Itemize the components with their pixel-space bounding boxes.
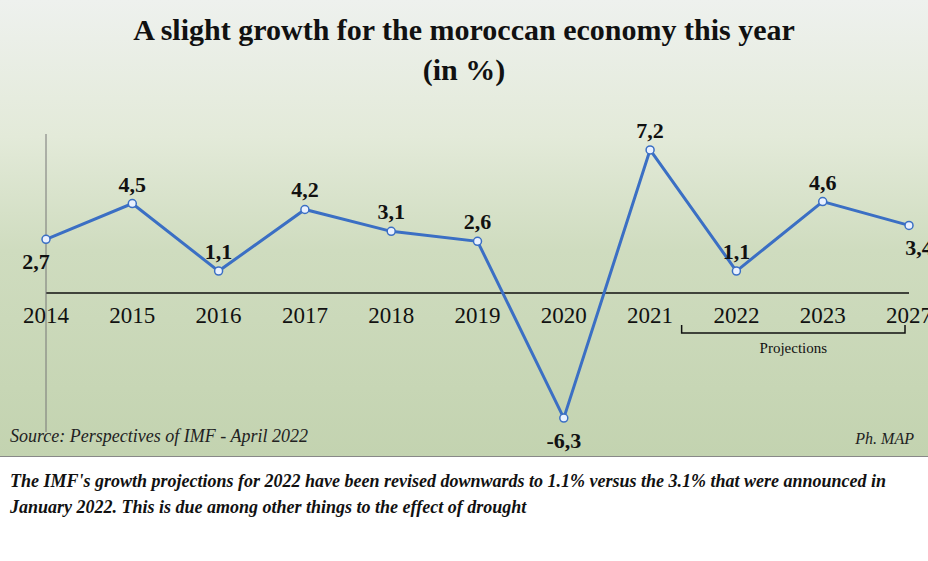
svg-text:3,4: 3,4 <box>905 235 928 260</box>
svg-text:3,1: 3,1 <box>377 199 405 224</box>
html-text:A slight growth for the morocc: A slight growth for the moroccan economy… <box>133 13 795 46</box>
svg-text:2,6: 2,6 <box>464 209 492 234</box>
svg-text:2015: 2015 <box>109 303 155 328</box>
html-text:Ph. MAP: Ph. MAP <box>855 430 914 447</box>
svg-text:4,5: 4,5 <box>119 172 147 197</box>
svg-text:-6,3: -6,3 <box>546 428 581 453</box>
svg-text:4,6: 4,6 <box>809 170 837 195</box>
html-text:The IMF's growth projections f: The IMF's growth projections for 2022 ha… <box>10 471 887 517</box>
svg-text:4,2: 4,2 <box>291 177 319 202</box>
svg-text:1,1: 1,1 <box>723 239 751 264</box>
svg-text:Projections: Projections <box>760 340 828 356</box>
svg-text:2021: 2021 <box>627 303 673 328</box>
svg-text:1,1: 1,1 <box>205 239 233 264</box>
svg-text:2022: 2022 <box>713 303 759 328</box>
svg-text:2014: 2014 <box>23 303 70 328</box>
svg-text:2019: 2019 <box>455 303 501 328</box>
svg-text:2020: 2020 <box>541 303 587 328</box>
svg-text:2,7: 2,7 <box>22 249 50 274</box>
svg-text:2027: 2027 <box>886 303 928 328</box>
html-text:Source: Perspectives of IMF -: Source: Perspectives of IMF - April 2022 <box>10 426 308 446</box>
html-text:(in %): (in %) <box>422 53 506 86</box>
svg-text:2016: 2016 <box>196 303 242 328</box>
svg-text:2023: 2023 <box>800 303 846 328</box>
svg-text:2017: 2017 <box>282 303 328 328</box>
svg-text:2018: 2018 <box>368 303 414 328</box>
svg-text:7,2: 7,2 <box>636 118 664 143</box>
